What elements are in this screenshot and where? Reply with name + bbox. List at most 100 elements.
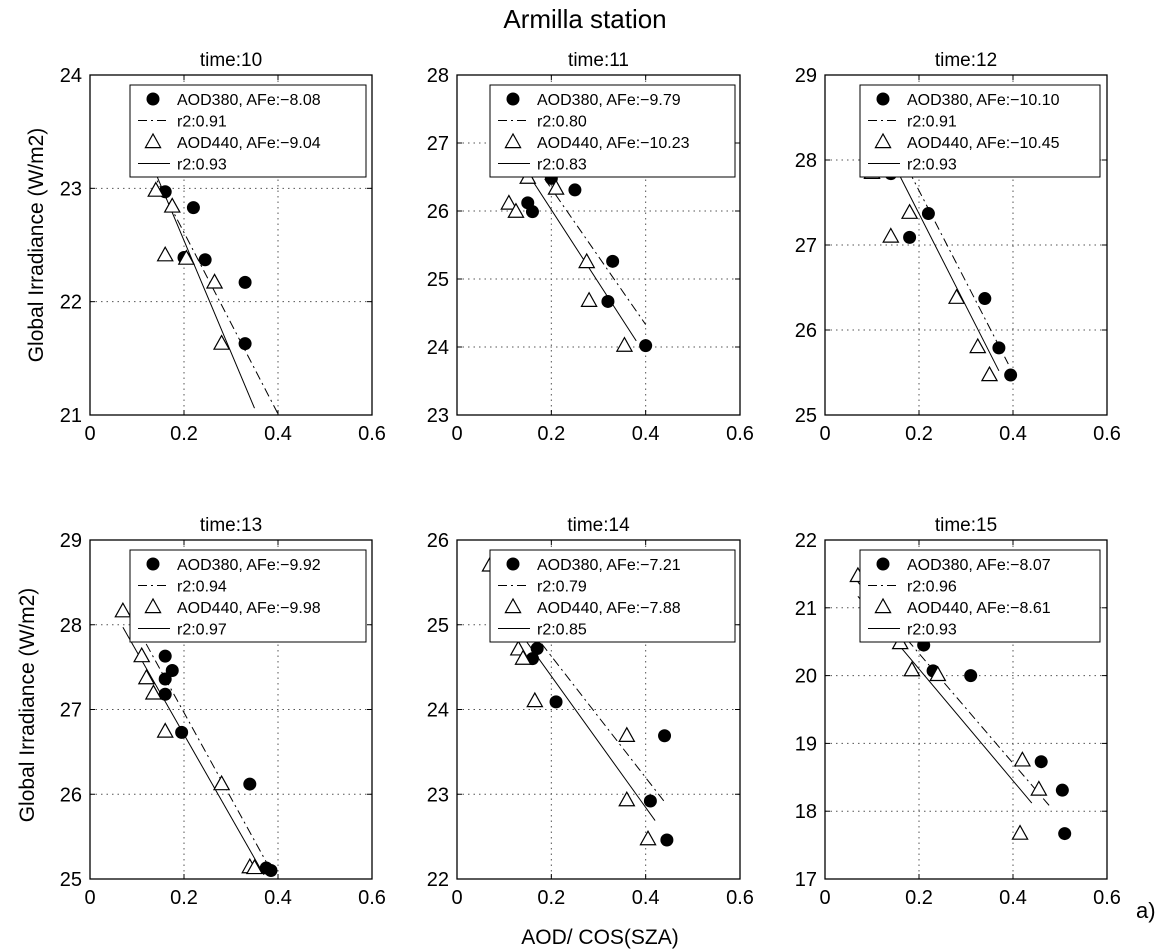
data-point-aod380 [568, 183, 582, 197]
x-tick-label: 0.6 [1093, 423, 1121, 445]
subplot-title: time:14 [567, 515, 630, 536]
y-tick-label: 24 [60, 65, 82, 87]
x-tick-label: 0 [84, 423, 95, 445]
axes-box [824, 539, 1108, 880]
x-tick-label: 0.2 [537, 887, 565, 909]
legend: AOD380, AFe:−9.92 r2:0.94 AOD440, AFe:−9.9… [129, 549, 367, 643]
y-tick-label: 26 [60, 784, 82, 806]
legend-box [129, 549, 367, 643]
y-tick-label: 25 [60, 869, 82, 891]
data-point-aod380 [978, 292, 992, 306]
data-point-aod440 [114, 601, 132, 618]
fit-line-aod380 [522, 147, 647, 325]
data-point-aod380 [165, 664, 179, 678]
data-point-aod380 [658, 729, 672, 743]
legend-marker-circle [146, 92, 160, 106]
data-point-aod380 [530, 641, 544, 655]
subplot-4: time:13 0 0.2 0.4 0.6 25 26 27 28 29 AOD380, AFe:−… [60, 515, 386, 909]
y-tick-label: 22 [795, 530, 817, 552]
plot-area [147, 162, 279, 415]
data-point-aod440 [137, 668, 156, 685]
legend-entry: AOD440, AFe:−9.98 [177, 600, 321, 617]
x-tick-label: 0.6 [726, 887, 754, 909]
axes-box [89, 74, 373, 416]
legend-entry: AOD440, AFe:−10.23 [537, 135, 690, 152]
axes-box [89, 539, 373, 880]
data-point-aod380 [601, 294, 615, 308]
data-point-aod440 [547, 179, 565, 195]
data-point-aod440 [929, 665, 947, 682]
legend-entry: AOD440, AFe:−10.45 [907, 135, 1060, 152]
y-tick-label: 22 [60, 292, 82, 314]
data-point-aod380 [238, 337, 252, 351]
data-point-aod440 [245, 858, 264, 875]
data-point-aod440 [147, 181, 165, 197]
data-point-aod440 [1013, 751, 1032, 767]
data-point-aod380 [264, 864, 278, 878]
legend-marker-circle [506, 92, 520, 106]
subplot-3: time:12 0 0.2 0.4 0.6 25 26 27 28 29 AOD380, AFe:−… [795, 50, 1121, 445]
y-tick-label: 22 [427, 869, 449, 891]
data-point-aod440 [526, 691, 544, 708]
x-tick-label: 0.2 [170, 423, 198, 445]
y-tick-label: 19 [795, 733, 817, 755]
data-point-aod440 [615, 336, 634, 352]
data-point-aod440 [133, 646, 151, 663]
x-tick-label: 0 [819, 423, 830, 445]
data-point-aod380 [903, 230, 917, 244]
data-point-aod380 [643, 794, 657, 808]
data-point-aod440 [1011, 824, 1029, 840]
legend-box [129, 84, 367, 178]
legend-marker-triangle [874, 132, 892, 149]
x-tick-label: 0.4 [264, 887, 292, 909]
legend-entry: r2:0.91 [907, 114, 957, 131]
x-tick-label: 0 [819, 887, 830, 909]
legend-entry: r2:0.83 [537, 157, 587, 174]
x-tick-label: 0.4 [999, 887, 1027, 909]
legend-box [489, 549, 736, 643]
subplots: time:10 0 0.2 0.4 0.6 21 22 23 24 AOD380, AFe:−8.… [60, 50, 1121, 909]
y-axis-label-top: Global Irradiance (W/m2) [25, 128, 48, 363]
legend-entry: AOD380, AFe:−8.08 [177, 92, 321, 109]
y-tick-label: 18 [795, 801, 817, 823]
legend: AOD380, AFe:−8.07 r2:0.96 AOD440, AFe:−8.6… [859, 549, 1101, 643]
y-tick-label: 20 [795, 666, 817, 688]
data-point-aod380 [243, 777, 257, 791]
legend-entry: r2:0.85 [537, 622, 587, 639]
x-tick-label: 0.6 [726, 423, 754, 445]
legend-entry: r2:0.80 [537, 114, 587, 131]
y-tick-label: 28 [427, 65, 449, 87]
data-point-aod440 [618, 726, 636, 742]
y-tick-label: 26 [795, 320, 817, 342]
legend-marker-triangle [144, 132, 162, 149]
plot-area [863, 148, 1018, 382]
data-point-aod440 [507, 202, 525, 218]
data-point-aod380 [158, 649, 172, 663]
legend-marker-triangle [504, 132, 522, 149]
plot-area [114, 601, 278, 878]
y-tick-label: 25 [795, 405, 817, 427]
data-point-aod380 [1055, 783, 1069, 797]
x-tick-label: 0.2 [537, 423, 565, 445]
data-point-aod440 [1030, 780, 1048, 796]
y-tick-label: 26 [427, 530, 449, 552]
y-tick-label: 29 [60, 530, 82, 552]
y-axis-label-bottom: Global Irradiance (W/m2) [16, 588, 39, 823]
data-point-aod380 [992, 341, 1006, 355]
data-point-aod380 [660, 833, 674, 847]
legend-entry: r2:0.93 [907, 622, 957, 639]
legend-entry: r2:0.79 [537, 579, 587, 596]
x-tick-label: 0 [451, 423, 462, 445]
legend-entry: AOD380, AFe:−9.79 [537, 92, 681, 109]
data-point-aod380 [639, 339, 653, 353]
fit-line-aod380 [899, 153, 1009, 365]
data-point-aod440 [514, 649, 532, 665]
x-tick-label: 0.4 [632, 423, 660, 445]
data-point-aod380 [1058, 827, 1072, 841]
legend-entry: AOD440, AFe:−7.88 [537, 600, 681, 617]
legend-box [859, 84, 1101, 178]
x-tick-label: 0.6 [358, 887, 386, 909]
data-point-aod440 [947, 288, 966, 304]
legend-marker-circle [506, 557, 520, 571]
